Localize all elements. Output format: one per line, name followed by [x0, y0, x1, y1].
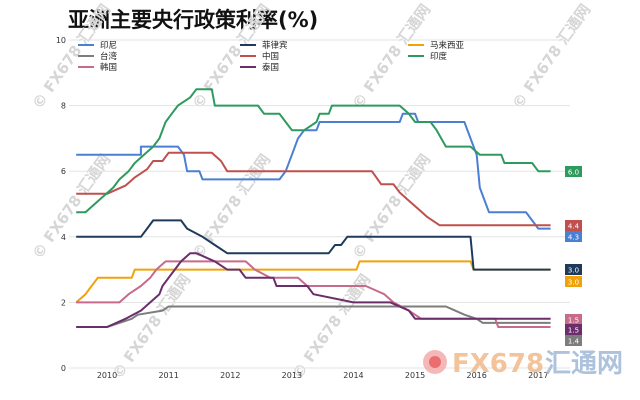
x-tick-label: 2014 — [343, 371, 363, 380]
y-tick-label: 0 — [61, 364, 66, 373]
legend-label: 印尼 — [100, 40, 117, 51]
x-tick-label: 2013 — [282, 371, 302, 380]
legend-label: 马来西亚 — [430, 41, 465, 51]
y-tick-label: 10 — [56, 36, 66, 45]
logo-icon-core — [429, 356, 441, 368]
brand-logo: FX678 汇通网 — [423, 349, 623, 379]
series-line — [76, 151, 551, 227]
watermark-text: © FX678 汇通网 — [289, 271, 375, 383]
y-tick-label: 2 — [61, 298, 66, 307]
end-label-box — [565, 314, 582, 325]
y-tick-label: 6 — [61, 167, 66, 176]
end-label-box — [565, 335, 582, 346]
end-label-text: 1.4 — [568, 338, 580, 346]
watermark-text: © FX678 汇通网 — [29, 151, 115, 263]
series-line — [76, 88, 551, 214]
series-lines — [75, 88, 551, 328]
series-line — [76, 112, 551, 230]
end-label-box — [565, 166, 582, 177]
watermark-text: © FX678 汇通网 — [349, 151, 435, 263]
legend-label: 韩国 — [100, 62, 117, 73]
series-line — [75, 260, 551, 304]
legend-label: 菲律宾 — [262, 40, 288, 51]
y-axis-ticks: 0 2 4 6 8 10 — [56, 36, 66, 373]
logo-text-cn: 汇通网 — [545, 349, 623, 379]
end-label-text: 6.0 — [568, 169, 579, 177]
end-label-box — [565, 276, 582, 287]
watermark-text: © FX678 汇通网 — [109, 271, 195, 383]
x-tick-label: 2012 — [220, 371, 240, 380]
end-labels: 4.3 3.0 3.0 1.4 4.4 6.0 1.5 1.5 — [565, 166, 582, 346]
end-label-box — [565, 264, 582, 275]
logo-text: FX678 — [452, 349, 544, 379]
chart-title: 亚洲主要央行政策利率(%) — [68, 8, 319, 32]
x-tick-label: 2016 — [466, 371, 486, 380]
x-tick-label: 2017 — [528, 371, 548, 380]
series-line — [76, 219, 551, 271]
series-line — [76, 252, 551, 328]
legend-label: 泰国 — [262, 62, 279, 73]
end-label-text: 1.5 — [568, 317, 579, 325]
x-tick-label: 2010 — [97, 371, 117, 380]
end-label-text: 3.0 — [568, 279, 579, 287]
end-label-text: 4.4 — [568, 223, 580, 231]
y-tick-label: 4 — [61, 233, 66, 242]
end-label-text: 4.3 — [568, 234, 579, 242]
watermark-text: © FX678 汇通网 — [189, 151, 275, 263]
end-label-text: 1.5 — [568, 327, 579, 335]
legend-label: 台湾 — [100, 51, 118, 62]
end-label-box — [565, 324, 582, 335]
legend-label: 中国 — [262, 51, 279, 62]
watermark-text: © FX678 汇通网 — [509, 1, 595, 113]
x-axis-ticks: 2010 2011 2012 2013 2014 2015 2016 2017 — [97, 371, 549, 380]
end-label-text: 3.0 — [568, 267, 579, 275]
x-tick-label: 2015 — [405, 371, 425, 380]
y-tick-label: 8 — [61, 102, 66, 111]
end-label-box — [565, 220, 582, 231]
legend-label: 印度 — [430, 51, 448, 62]
end-label-box — [565, 231, 582, 242]
x-tick-label: 2011 — [158, 371, 178, 380]
